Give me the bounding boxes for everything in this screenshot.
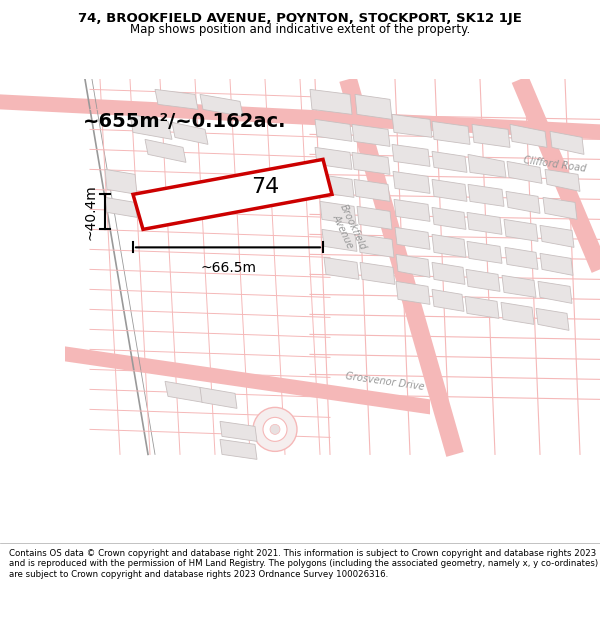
Polygon shape	[220, 421, 257, 441]
Polygon shape	[545, 169, 580, 191]
Circle shape	[253, 408, 297, 451]
Polygon shape	[467, 241, 502, 263]
Polygon shape	[466, 269, 500, 291]
Text: 74, BROOKFIELD AVENUE, POYNTON, STOCKPORT, SK12 1JE: 74, BROOKFIELD AVENUE, POYNTON, STOCKPOR…	[78, 12, 522, 25]
Polygon shape	[352, 152, 390, 174]
Polygon shape	[105, 198, 137, 217]
Polygon shape	[432, 151, 467, 173]
Polygon shape	[357, 206, 392, 229]
Polygon shape	[512, 76, 600, 273]
Polygon shape	[322, 229, 357, 251]
Polygon shape	[536, 308, 569, 331]
Polygon shape	[502, 276, 536, 298]
Polygon shape	[200, 388, 237, 408]
Polygon shape	[394, 199, 430, 221]
Polygon shape	[310, 89, 352, 114]
Polygon shape	[320, 201, 356, 224]
Polygon shape	[315, 148, 352, 169]
Polygon shape	[354, 179, 390, 201]
Text: Clifford Road: Clifford Road	[523, 155, 587, 174]
Polygon shape	[105, 169, 137, 194]
Text: Brookfield
Avenue: Brookfield Avenue	[328, 202, 368, 256]
Text: Grosvenor Drive: Grosvenor Drive	[345, 371, 425, 392]
Polygon shape	[392, 114, 432, 138]
Polygon shape	[358, 234, 394, 258]
Polygon shape	[396, 281, 430, 304]
Polygon shape	[145, 139, 186, 162]
Circle shape	[263, 418, 287, 441]
Polygon shape	[130, 114, 172, 139]
Polygon shape	[360, 262, 395, 284]
Text: Contains OS data © Crown copyright and database right 2021. This information is : Contains OS data © Crown copyright and d…	[9, 549, 598, 579]
Polygon shape	[220, 439, 257, 459]
Polygon shape	[352, 124, 390, 146]
Polygon shape	[324, 258, 359, 279]
Circle shape	[270, 424, 280, 434]
Polygon shape	[467, 213, 502, 234]
Polygon shape	[165, 381, 203, 402]
Polygon shape	[340, 77, 464, 457]
Polygon shape	[465, 296, 499, 318]
Polygon shape	[0, 94, 600, 139]
Polygon shape	[538, 281, 572, 303]
Polygon shape	[432, 289, 464, 311]
Polygon shape	[432, 179, 467, 201]
Polygon shape	[392, 144, 430, 166]
Polygon shape	[318, 174, 354, 198]
Polygon shape	[432, 234, 466, 258]
Polygon shape	[432, 121, 470, 144]
Polygon shape	[432, 208, 466, 229]
Polygon shape	[396, 254, 430, 278]
Polygon shape	[543, 198, 577, 219]
Polygon shape	[432, 262, 465, 284]
Polygon shape	[507, 161, 542, 183]
Text: Map shows position and indicative extent of the property.: Map shows position and indicative extent…	[130, 23, 470, 36]
Polygon shape	[172, 122, 208, 144]
Polygon shape	[395, 228, 430, 249]
Polygon shape	[501, 302, 534, 324]
Text: ~40.4m: ~40.4m	[83, 184, 97, 240]
Polygon shape	[540, 226, 574, 248]
Polygon shape	[468, 154, 506, 178]
Polygon shape	[505, 248, 538, 269]
Polygon shape	[133, 159, 332, 229]
Text: ~66.5m: ~66.5m	[200, 261, 256, 276]
Polygon shape	[472, 124, 510, 148]
Text: 74: 74	[251, 177, 279, 198]
Polygon shape	[200, 94, 243, 116]
Polygon shape	[504, 219, 538, 241]
Polygon shape	[155, 89, 198, 109]
Polygon shape	[315, 119, 352, 141]
Polygon shape	[550, 131, 584, 154]
Polygon shape	[393, 171, 430, 193]
Polygon shape	[355, 94, 392, 119]
Polygon shape	[510, 124, 547, 148]
Polygon shape	[506, 191, 540, 213]
Polygon shape	[468, 184, 504, 206]
Polygon shape	[540, 253, 573, 276]
Polygon shape	[65, 346, 430, 414]
Text: ~655m²/~0.162ac.: ~655m²/~0.162ac.	[83, 112, 287, 131]
